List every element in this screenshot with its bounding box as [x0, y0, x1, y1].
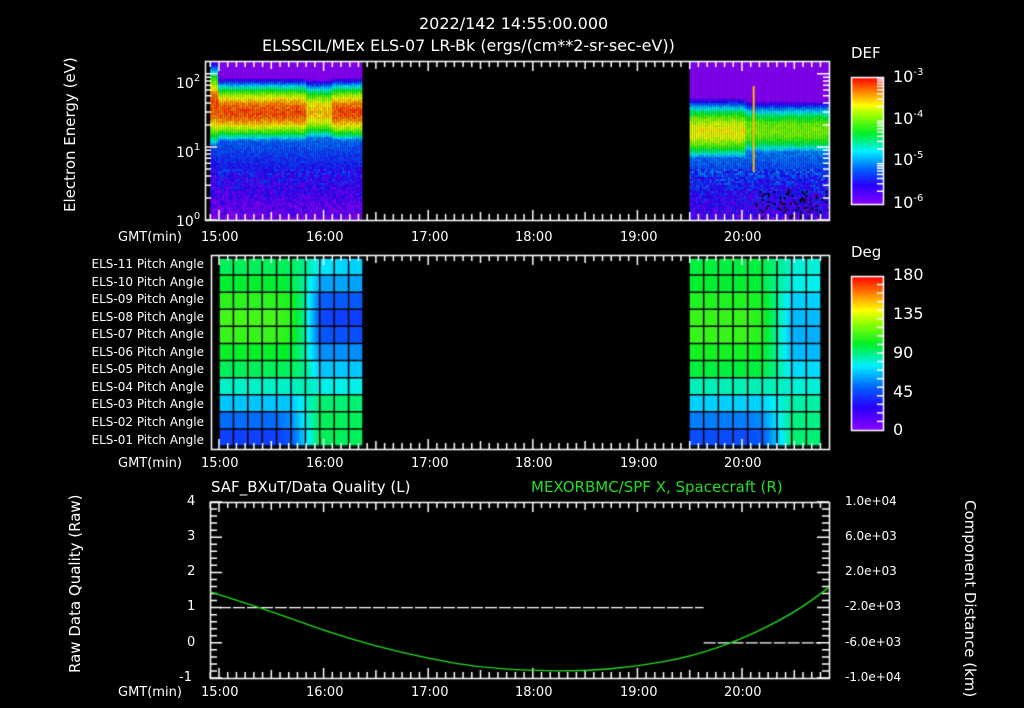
time-tick-1700: 17:00 [411, 230, 449, 245]
time-tick-1900-2: 19:00 [620, 456, 658, 471]
quality-axis-label: Raw Data Quality (Raw) [66, 494, 84, 673]
gmt-label-3: GMT(min) [118, 685, 182, 700]
quality-tick-0: 0 [187, 635, 196, 650]
time-tick-1500: 15:00 [201, 230, 239, 245]
line-title-left: SAF_BXuT/Data Quality (L) [211, 478, 411, 496]
line-title-right: MEXORBMC/SPF X, Spacecraft (R) [531, 478, 783, 496]
time-tick-2000-3: 20:00 [724, 685, 762, 700]
pitch-angle-row-label: ELS-03 Pitch Angle [91, 397, 204, 412]
pitch-angle-row-label: ELS-05 Pitch Angle [91, 362, 204, 377]
quality-tick-3: 3 [187, 529, 196, 544]
distance-tick-2e3: 2.0e+03 [845, 564, 897, 578]
def-tick-1e-6: 10-6 [893, 193, 924, 212]
energy-tick-1: 100 [176, 211, 201, 230]
time-tick-1600-3: 16:00 [306, 685, 344, 700]
time-tick-1900: 19:00 [620, 230, 658, 245]
def-tick-1e-4: 10-4 [893, 109, 924, 128]
time-tick-2000-2: 20:00 [724, 456, 762, 471]
deg-colorbar-label: Deg [851, 243, 882, 261]
gmt-label-2: GMT(min) [118, 456, 182, 471]
energy-axis-label: Electron Energy (eV) [61, 57, 79, 212]
energy-tick-10: 101 [176, 142, 201, 161]
time-tick-1800-3: 18:00 [515, 685, 553, 700]
pitch-angle-row-label: ELS-09 Pitch Angle [91, 292, 204, 307]
time-tick-1600-2: 16:00 [306, 456, 344, 471]
time-tick-1700-2: 17:00 [411, 456, 449, 471]
deg-tick-0: 0 [893, 420, 904, 439]
time-tick-1500-2: 15:00 [201, 456, 239, 471]
time-tick-1500-3: 15:00 [201, 685, 239, 700]
deg-tick-135: 135 [893, 304, 924, 323]
distance-tick-1e4: 1.0e+04 [845, 494, 897, 508]
time-tick-1800: 18:00 [515, 230, 553, 245]
time-tick-1700-3: 17:00 [411, 685, 449, 700]
deg-tick-45: 45 [893, 382, 914, 401]
def-tick-1e-3: 10-3 [893, 67, 924, 86]
distance-tick-m1e4: -1.0e+04 [845, 670, 902, 684]
energy-tick-100: 102 [176, 73, 201, 92]
pitch-angle-row-label: ELS-06 Pitch Angle [91, 344, 204, 359]
pitch-angle-row-label: ELS-04 Pitch Angle [91, 379, 204, 394]
time-tick-1900-3: 19:00 [620, 685, 658, 700]
distance-axis-label: Component Distance (km) [961, 500, 979, 698]
pitch-angle-row-label: ELS-02 Pitch Angle [91, 414, 204, 429]
pitch-angle-row-label: ELS-07 Pitch Angle [91, 327, 204, 342]
deg-tick-180: 180 [893, 265, 924, 284]
distance-tick-m2e3: -2.0e+03 [845, 599, 902, 613]
quality-tick-4: 4 [187, 494, 196, 509]
quality-tick-1: 1 [187, 599, 196, 614]
pitch-angle-row-label: ELS-01 Pitch Angle [91, 432, 204, 447]
quality-tick-m1: -1 [179, 670, 192, 685]
pitch-angle-row-label: ELS-11 Pitch Angle [91, 257, 204, 271]
deg-tick-90: 90 [893, 343, 914, 362]
distance-tick-m6e3: -6.0e+03 [845, 635, 902, 649]
time-tick-1800-2: 18:00 [515, 456, 553, 471]
def-colorbar-label: DEF [851, 44, 881, 62]
time-tick-2000: 20:00 [724, 230, 762, 245]
quality-tick-2: 2 [187, 564, 196, 579]
time-tick-1600: 16:00 [306, 230, 344, 245]
distance-tick-6e3: 6.0e+03 [845, 529, 897, 543]
pitch-angle-row-label: ELS-10 Pitch Angle [91, 274, 204, 289]
def-tick-1e-5: 10-5 [893, 150, 924, 169]
gmt-label-1: GMT(min) [118, 230, 182, 245]
pitch-angle-row-label: ELS-08 Pitch Angle [91, 309, 204, 324]
